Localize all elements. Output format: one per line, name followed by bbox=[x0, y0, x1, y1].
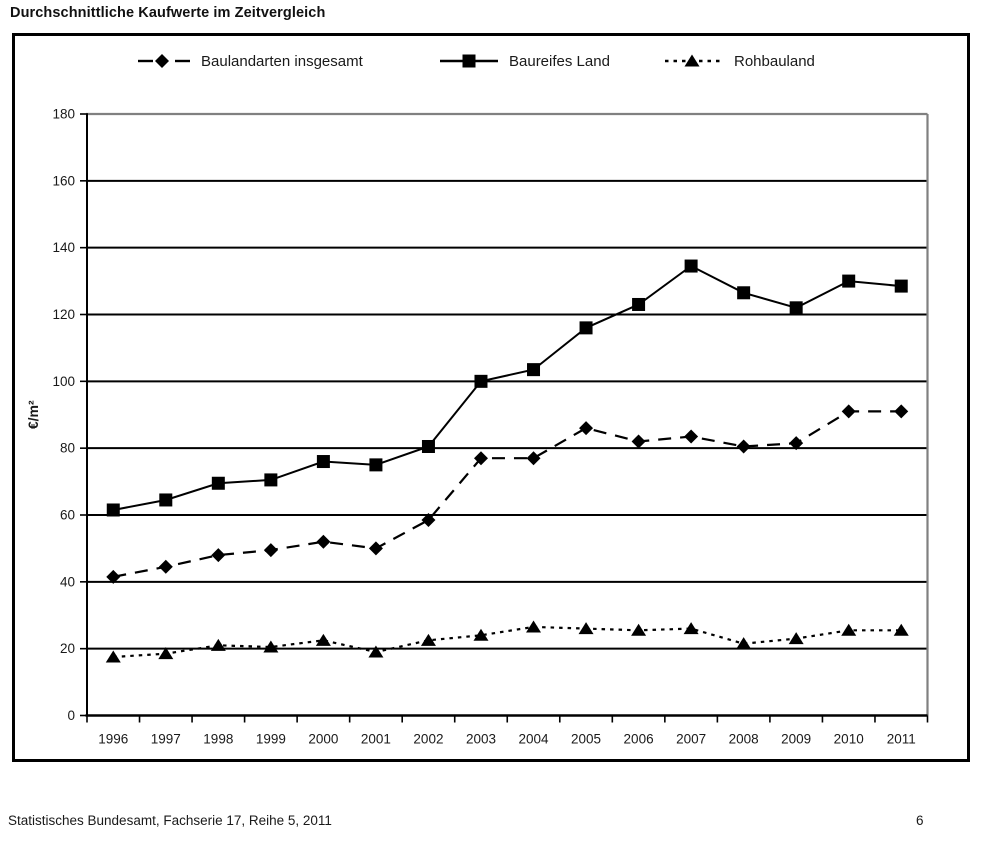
svg-text:2005: 2005 bbox=[571, 732, 601, 747]
svg-text:2000: 2000 bbox=[308, 732, 338, 747]
footer-source: Statistisches Bundesamt, Fachserie 17, R… bbox=[8, 813, 332, 828]
legend-sample-solid-square-icon bbox=[440, 54, 498, 68]
y-axis-title: €/m² bbox=[25, 400, 41, 429]
svg-text:2008: 2008 bbox=[729, 732, 759, 747]
y-axis-ticks: 0 20 40 60 80 100 120 140 160 180 bbox=[52, 107, 88, 723]
legend-item-baureifes-land: Baureifes Land bbox=[440, 50, 610, 72]
svg-text:2011: 2011 bbox=[887, 732, 916, 747]
page-title: Durchschnittliche Kaufwerte im Zeitvergl… bbox=[10, 5, 326, 21]
svg-text:40: 40 bbox=[60, 574, 75, 589]
svg-text:1996: 1996 bbox=[98, 732, 128, 747]
legend-label: Rohbauland bbox=[734, 52, 815, 70]
legend-item-baulandarten-insgesamt: Baulandarten insgesamt bbox=[138, 50, 363, 72]
svg-text:1998: 1998 bbox=[203, 732, 233, 747]
x-axis-ticks: 1996 1997 1998 1999 2000 2001 2002 2003 2004 2005… bbox=[86, 715, 929, 747]
legend-label: Baureifes Land bbox=[509, 52, 610, 70]
gridlines bbox=[87, 179, 928, 650]
svg-text:2004: 2004 bbox=[518, 732, 549, 747]
legend: Baulandarten insgesamt Baureifes Land Ro… bbox=[15, 36, 967, 82]
svg-text:180: 180 bbox=[52, 107, 75, 122]
svg-text:2002: 2002 bbox=[413, 732, 443, 747]
svg-text:2001: 2001 bbox=[361, 732, 391, 747]
plot-frame bbox=[86, 112, 929, 716]
svg-text:2003: 2003 bbox=[466, 732, 496, 747]
svg-text:0: 0 bbox=[67, 708, 75, 723]
legend-label: Baulandarten insgesamt bbox=[201, 52, 363, 70]
page-number: 6 bbox=[916, 813, 924, 828]
svg-text:20: 20 bbox=[60, 641, 75, 656]
svg-text:80: 80 bbox=[60, 441, 75, 456]
svg-text:60: 60 bbox=[60, 508, 75, 523]
svg-text:140: 140 bbox=[52, 240, 75, 255]
series-baureifes-land bbox=[106, 259, 908, 517]
chart-frame: 0 20 40 60 80 100 120 140 160 180 1996 1997 1998 1999… bbox=[12, 33, 970, 762]
legend-sample-dotted-triangle-icon bbox=[665, 54, 723, 67]
svg-text:2006: 2006 bbox=[624, 732, 654, 747]
legend-item-rohbauland: Rohbauland bbox=[665, 50, 815, 72]
series-rohbauland bbox=[105, 620, 909, 663]
svg-text:2009: 2009 bbox=[781, 732, 811, 747]
svg-text:1999: 1999 bbox=[256, 732, 286, 747]
svg-text:1997: 1997 bbox=[151, 732, 181, 747]
svg-text:2007: 2007 bbox=[676, 732, 706, 747]
legend-sample-dashed-diamond-icon bbox=[138, 54, 190, 68]
svg-text:2010: 2010 bbox=[834, 732, 864, 747]
line-chart-plot: 0 20 40 60 80 100 120 140 160 180 1996 1997 1998 1999… bbox=[25, 107, 929, 747]
svg-text:100: 100 bbox=[52, 374, 75, 389]
svg-text:160: 160 bbox=[52, 173, 75, 188]
series-baulandarten-insgesamt bbox=[106, 404, 909, 584]
svg-text:120: 120 bbox=[52, 307, 75, 322]
axes bbox=[85, 114, 928, 717]
